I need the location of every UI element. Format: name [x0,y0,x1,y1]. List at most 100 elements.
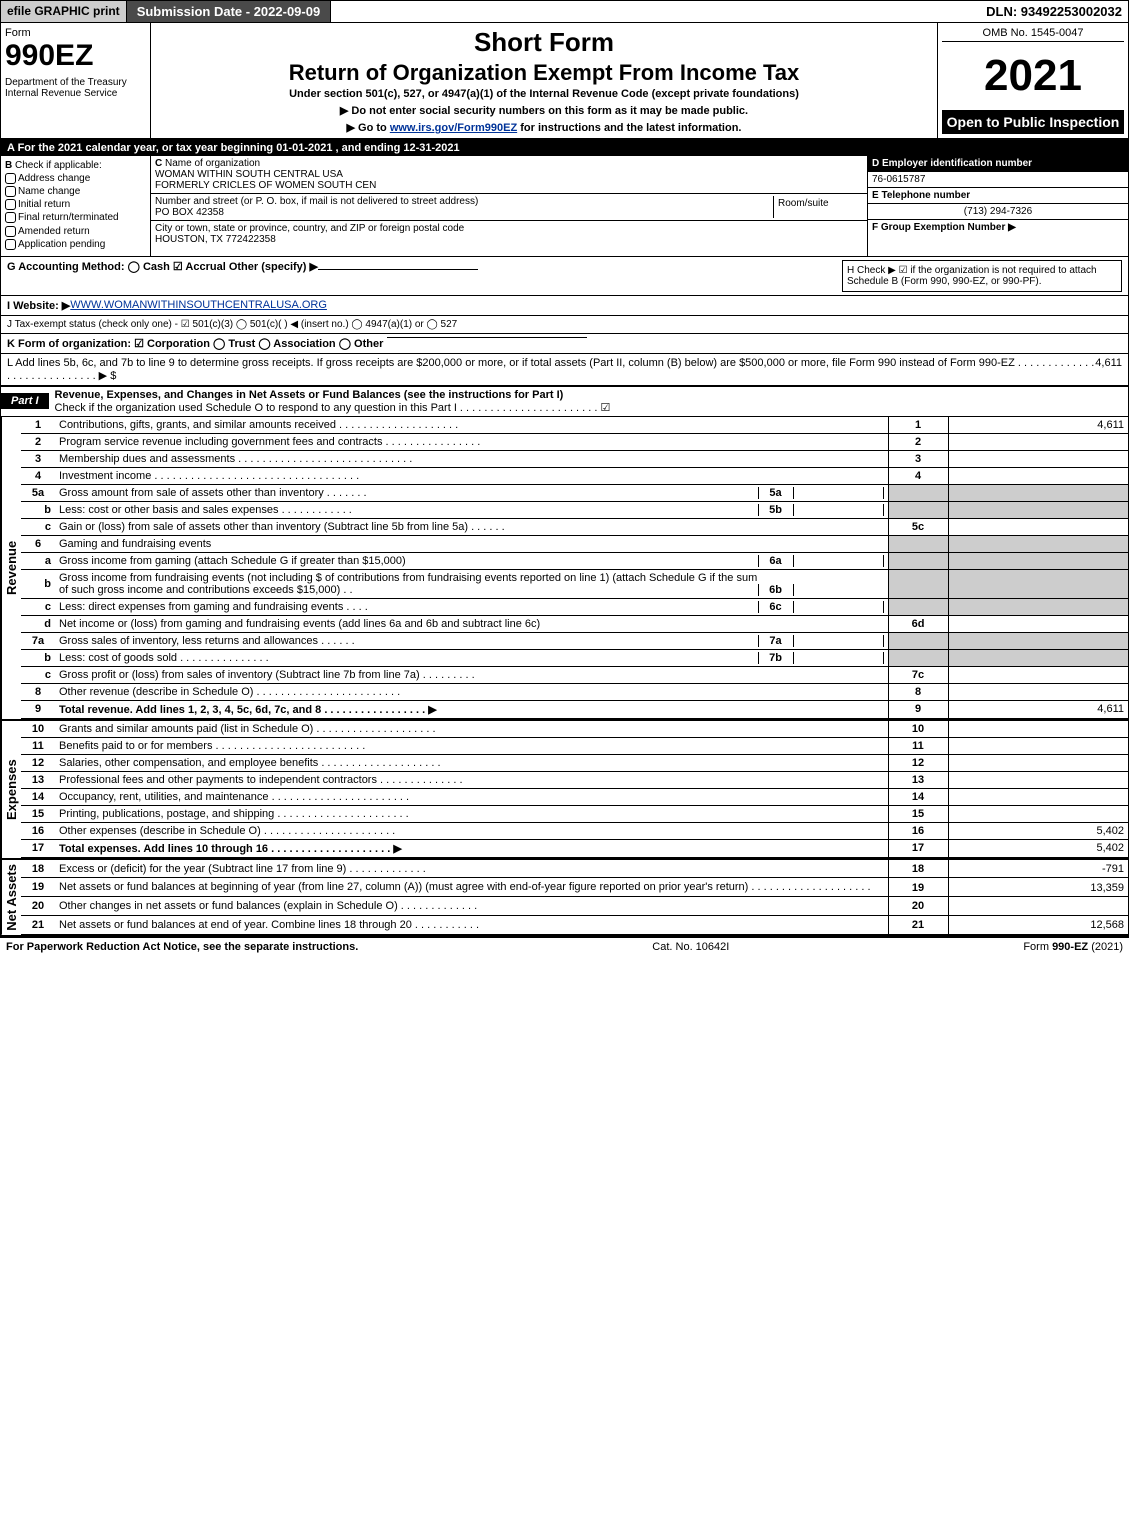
line-5c-desc: Gain or (loss) from sale of assets other… [55,518,888,535]
chk-lbl: Amended return [18,226,90,237]
line-15-n: 15 [888,805,948,822]
line-16-amt: 5,402 [948,822,1128,839]
line-3-desc: Membership dues and assessments . . . . … [55,450,888,467]
line-5b-desc: Less: cost or other basis and sales expe… [59,504,758,516]
line-5a-desc: Gross amount from sale of assets other t… [59,487,758,499]
line-2-desc: Program service revenue including govern… [55,433,888,450]
chk-initial[interactable] [5,199,16,210]
line-8-desc: Other revenue (describe in Schedule O) .… [55,683,888,700]
do-not-enter: ▶ Do not enter social security numbers o… [159,104,929,117]
revenue-vlabel: Revenue [1,417,21,719]
line-18-n: 18 [888,860,948,878]
line-7a-in: 7a [758,635,794,647]
efile-print-button[interactable]: efile GRAPHIC print [1,1,127,22]
line-5a-in: 5a [758,487,794,499]
line-1-amt: 4,611 [948,417,1128,434]
line-8-n: 8 [888,683,948,700]
line-11-desc: Benefits paid to or for members . . . . … [55,737,888,754]
line-5c-n: 5c [888,518,948,535]
line-6a-in: 6a [758,555,794,567]
line-21-amt: 12,568 [948,915,1128,934]
spacer [331,1,980,22]
line-7c-n: 7c [888,666,948,683]
row-i: I Website: ▶ WWW.WOMANWITHINSOUTHCENTRAL… [0,296,1129,316]
part-i-title: Revenue, Expenses, and Changes in Net As… [49,387,1128,416]
line-14-n: 14 [888,788,948,805]
line-6d-desc: Net income or (loss) from gaming and fun… [55,615,888,632]
revenue-table: 1Contributions, gifts, grants, and simil… [21,417,1128,719]
city-cell: City or town, state or province, country… [151,221,867,247]
expenses-table: 10Grants and similar amounts paid (list … [21,721,1128,858]
e-label: E Telephone number [868,188,1128,204]
f-txt: F Group Exemption Number ▶ [872,222,1016,233]
line-7b-desc: Less: cost of goods sold . . . . . . . .… [59,652,758,664]
chk-name[interactable] [5,186,16,197]
line-6c-in: 6c [758,601,794,613]
c-label: C [155,158,162,169]
return-title: Return of Organization Exempt From Incom… [159,60,929,86]
line-20-desc: Other changes in net assets or fund bala… [55,897,888,916]
expenses-vlabel: Expenses [1,721,21,858]
line-17-amt: 5,402 [948,839,1128,857]
irs-link[interactable]: www.irs.gov/Form990EZ [390,122,517,134]
under-section: Under section 501(c), 527, or 4947(a)(1)… [159,88,929,100]
street: PO BOX 42358 [155,207,224,218]
netassets-table: 18Excess or (deficit) for the year (Subt… [21,860,1128,935]
part-i-check: Check if the organization used Schedule … [55,402,611,414]
goto-pre: ▶ Go to [347,122,390,134]
form-label: Form [5,27,146,39]
k-text: K Form of organization: ☑ Corporation ◯ … [7,337,383,350]
chk-amended[interactable] [5,226,16,237]
line-1-n: 1 [888,417,948,434]
part-i-label: Part I [1,393,49,409]
row-k: K Form of organization: ☑ Corporation ◯ … [0,334,1129,354]
line-4-amt [948,467,1128,484]
line-2-n: 2 [888,433,948,450]
row-l: L Add lines 5b, 6c, and 7b to line 9 to … [0,354,1129,386]
line-5b-in: 5b [758,504,794,516]
line-11-n: 11 [888,737,948,754]
line-18-amt: -791 [948,860,1128,878]
part-i-header: Part I Revenue, Expenses, and Changes in… [0,386,1129,417]
line-19-n: 19 [888,878,948,897]
chk-pending[interactable] [5,239,16,250]
foot-mid: Cat. No. 10642I [652,941,729,953]
chk-lbl: Final return/terminated [18,213,119,224]
line-3-amt [948,450,1128,467]
line-6b-desc: Gross income from fundraising events (no… [59,572,758,596]
chk-lbl: Initial return [18,199,70,210]
netassets-block: Net Assets 18Excess or (deficit) for the… [0,858,1129,937]
street-lbl: Number and street (or P. O. box, if mail… [155,196,478,207]
accounting-method: G Accounting Method: ◯ Cash ☑ Accrual Ot… [7,260,836,273]
line-19-amt: 13,359 [948,878,1128,897]
chk-lbl: Address change [18,173,90,184]
chk-address[interactable] [5,173,16,184]
box-c: C Name of organization WOMAN WITHIN SOUT… [151,156,868,256]
row-g-h: G Accounting Method: ◯ Cash ☑ Accrual Ot… [0,257,1129,296]
line-15-desc: Printing, publications, postage, and shi… [55,805,888,822]
chk-lbl: Name change [18,186,80,197]
line-16-n: 16 [888,822,948,839]
chk-lbl: Application pending [18,239,105,250]
line-5b-iv [794,504,884,516]
f-label: F Group Exemption Number ▶ [868,220,1128,235]
website-link[interactable]: WWW.WOMANWITHINSOUTHCENTRALUSA.ORG [70,299,327,311]
line-7b-in: 7b [758,652,794,664]
l-text: L Add lines 5b, 6c, and 7b to line 9 to … [7,357,1095,382]
omb-number: OMB No. 1545-0047 [942,27,1124,42]
line-7a-desc: Gross sales of inventory, less returns a… [59,635,758,647]
street-cell: Number and street (or P. O. box, if mail… [151,194,867,221]
part-i-title-txt: Revenue, Expenses, and Changes in Net As… [55,389,564,401]
h-box: H Check ▶ ☑ if the organization is not r… [842,260,1122,292]
section-a: A For the 2021 calendar year, or tax yea… [0,140,1129,156]
line-6-desc: Gaming and fundraising events [55,535,888,552]
footer: For Paperwork Reduction Act Notice, see … [0,937,1129,956]
line-6c-desc: Less: direct expenses from gaming and fu… [59,601,758,613]
line-16-desc: Other expenses (describe in Schedule O) … [55,822,888,839]
ein: 76-0615787 [868,172,1128,188]
line-18-desc: Excess or (deficit) for the year (Subtra… [55,860,888,878]
chk-final[interactable] [5,212,16,223]
line-13-n: 13 [888,771,948,788]
line-6b-in: 6b [758,584,794,596]
line-6a-desc: Gross income from gaming (attach Schedul… [59,555,758,567]
